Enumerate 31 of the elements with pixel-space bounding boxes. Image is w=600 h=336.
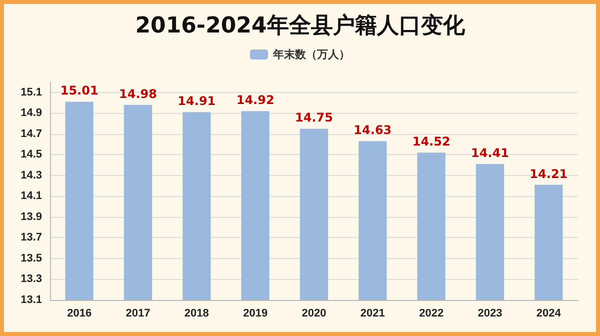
x-tick-label: 2023 — [478, 308, 502, 320]
data-label: 14.75 — [295, 110, 333, 125]
y-tick-label: 14.3 — [20, 169, 42, 182]
data-label: 14.98 — [119, 86, 157, 101]
x-tick-label: 2019 — [243, 308, 268, 320]
y-tick-label: 14.7 — [20, 128, 42, 140]
y-tick-label: 14.1 — [20, 190, 42, 202]
data-label: 14.91 — [178, 94, 216, 108]
data-label: 14.63 — [354, 123, 392, 138]
legend-label: 年末数（万人） — [272, 48, 350, 61]
y-tick-label: 13.3 — [20, 273, 42, 286]
y-tick-label: 13.5 — [20, 252, 42, 264]
x-tick-label: 2018 — [184, 308, 209, 320]
y-tick-label: 14.5 — [20, 148, 42, 161]
chart-title: 2016-2024年全县户籍人口变化 — [135, 12, 466, 38]
x-tick-label: 2021 — [360, 308, 385, 320]
x-tick-label: 2024 — [536, 308, 562, 320]
x-tick-label: 2022 — [419, 308, 444, 320]
data-label: 14.92 — [236, 93, 274, 108]
y-tick-label: 13.7 — [20, 232, 42, 244]
data-label: 14.21 — [530, 166, 568, 181]
x-tick-label: 2020 — [302, 308, 326, 320]
y-tick-label: 15.1 — [20, 86, 42, 98]
y-tick-label: 14.9 — [20, 107, 42, 120]
x-tick-label: 2016 — [67, 308, 92, 320]
y-tick-label: 13.9 — [20, 210, 42, 223]
x-tick-label: 2017 — [126, 308, 150, 320]
data-label: 14.52 — [412, 134, 450, 149]
data-label: 14.41 — [471, 146, 509, 160]
y-tick-label: 13.1 — [20, 294, 42, 306]
data-label: 15.01 — [60, 84, 98, 98]
